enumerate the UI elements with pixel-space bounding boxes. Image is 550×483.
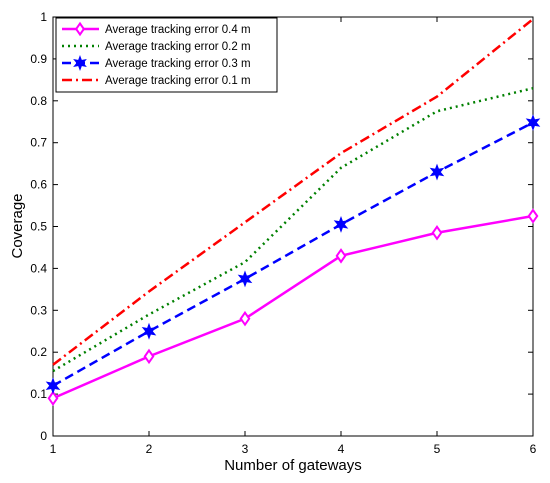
- diamond-marker: [527, 208, 539, 224]
- star-marker: [525, 114, 541, 132]
- diamond-marker: [74, 21, 86, 37]
- y-tick-label: 0.6: [30, 178, 47, 192]
- star-marker: [73, 55, 87, 71]
- diamond-marker: [239, 310, 251, 327]
- legend-item: Average tracking error 0.4 m: [62, 21, 251, 37]
- legend-label: Average tracking error 0.4 m: [105, 24, 251, 36]
- legend-item: Average tracking error 0.3 m: [62, 55, 251, 71]
- x-axis: 1 2 3 4 5 6: [50, 17, 537, 456]
- series-line: [52, 214, 534, 400]
- series-1: [52, 87, 534, 373]
- legend-item: Average tracking error 0.2 m: [62, 41, 251, 53]
- x-tick-label: 1: [50, 442, 57, 456]
- star-marker: [237, 270, 253, 288]
- diamond-marker: [47, 390, 59, 407]
- y-axis-label: Coverage: [9, 193, 26, 258]
- star-marker: [333, 215, 349, 233]
- x-tick-label: 6: [530, 442, 537, 456]
- diamond-marker: [143, 348, 155, 365]
- x-tick-label: 3: [242, 442, 249, 456]
- legend-label: Average tracking error 0.3 m: [105, 58, 251, 70]
- diamond-marker: [335, 248, 347, 264]
- series-3: [52, 18, 534, 366]
- y-tick-label: 0.7: [30, 136, 47, 150]
- legend-label: Average tracking error 0.2 m: [105, 41, 251, 53]
- x-tick-label: 5: [434, 442, 441, 456]
- star-marker: [45, 377, 61, 395]
- legend-label: Average tracking error 0.1 m: [105, 75, 251, 87]
- y-tick-label: 0.3: [30, 303, 47, 317]
- y-tick-label: 0.8: [30, 94, 47, 108]
- y-tick-label: 0.9: [30, 52, 47, 66]
- x-axis-label: Number of gateways: [224, 457, 362, 474]
- series-2: [45, 114, 541, 395]
- series-line: [52, 121, 534, 387]
- series-line: [52, 87, 534, 373]
- series-layer: [45, 18, 541, 407]
- series-line: [52, 18, 534, 366]
- diamond-marker: [431, 225, 443, 241]
- star-marker: [429, 163, 445, 181]
- y-axis: 0 0.1 0.2 0.3 0.4 0.5 0.6 0.7 0.8 0.9 1: [30, 10, 533, 443]
- legend-item: Average tracking error 0.1 m: [62, 75, 251, 87]
- x-tick-label: 4: [338, 442, 345, 456]
- star-marker: [141, 322, 157, 340]
- y-tick-label: 0.4: [30, 261, 47, 275]
- legend-box: [55, 17, 278, 93]
- legend: Average tracking error 0.4 m Average trac…: [55, 17, 278, 93]
- y-tick-label: 0.1: [30, 387, 47, 401]
- series-0: [47, 208, 539, 407]
- y-tick-label: 0: [40, 429, 47, 443]
- x-tick-label: 2: [146, 442, 153, 456]
- y-tick-label: 0.5: [30, 220, 47, 234]
- y-tick-label: 0.2: [30, 345, 47, 359]
- y-tick-label: 1: [40, 10, 47, 24]
